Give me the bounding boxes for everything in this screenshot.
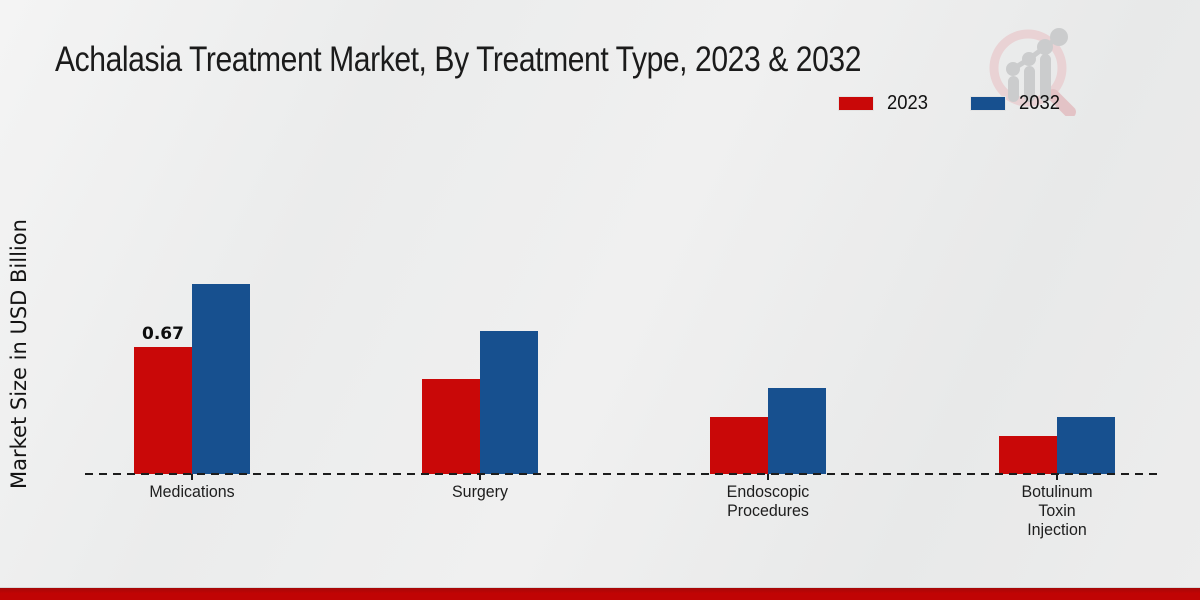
x-axis-tick [479, 474, 481, 480]
y-axis-label: Market Size in USD Billion [7, 219, 31, 489]
bar-2032-surgery [480, 331, 538, 474]
bar-2023-medications [134, 347, 192, 474]
category-label-botulinum-toxin-injection: Botulinum Toxin Injection [1021, 482, 1093, 539]
data-label-2023-medications: 0.67 [142, 324, 184, 344]
bar-2032-botulinum-toxin-injection [1057, 417, 1115, 474]
bar-2023-endoscopic-procedures [710, 417, 768, 474]
category-label-endoscopic-procedures: Endoscopic Procedures [726, 482, 810, 520]
legend-item-2023: 2023 [838, 92, 932, 115]
legend-label-2023: 2023 [887, 92, 928, 114]
legend: 2023 2032 [838, 92, 1063, 115]
legend-item-2032: 2032 [969, 92, 1064, 115]
bar-2023-botulinum-toxin-injection [999, 436, 1057, 474]
bar-2023-surgery [422, 379, 480, 474]
footer-bar [0, 587, 1200, 600]
bar-2032-medications [192, 284, 250, 474]
x-axis-tick [191, 474, 193, 480]
legend-label-2032: 2032 [1018, 92, 1060, 114]
x-axis-tick [767, 474, 769, 480]
chart-title: Achalasia Treatment Market, By Treatment… [55, 40, 862, 79]
legend-swatch-2032 [969, 96, 1006, 111]
bar-2032-endoscopic-procedures [768, 388, 826, 474]
x-axis-line [85, 473, 1163, 475]
category-label-surgery: Surgery [452, 482, 508, 501]
category-label-medications: Medications [149, 482, 235, 501]
x-axis-tick [1056, 474, 1058, 480]
magnifier-growth-chart-logo-icon [980, 24, 1082, 121]
legend-swatch-2023 [838, 96, 874, 111]
